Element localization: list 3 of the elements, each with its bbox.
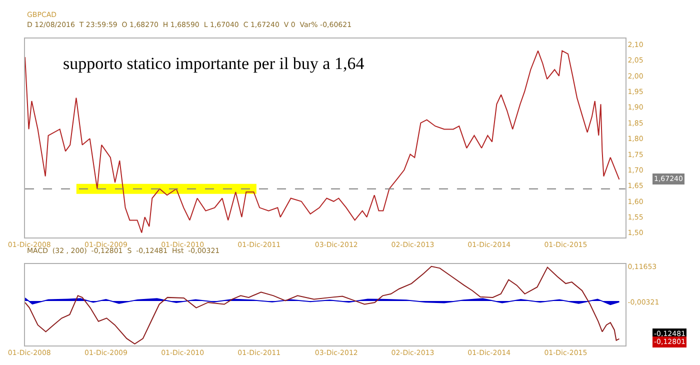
annotation: supporto statico importante per il buy a 1,64 bbox=[63, 54, 365, 73]
line-series bbox=[25, 266, 620, 344]
line-series bbox=[25, 50, 620, 234]
